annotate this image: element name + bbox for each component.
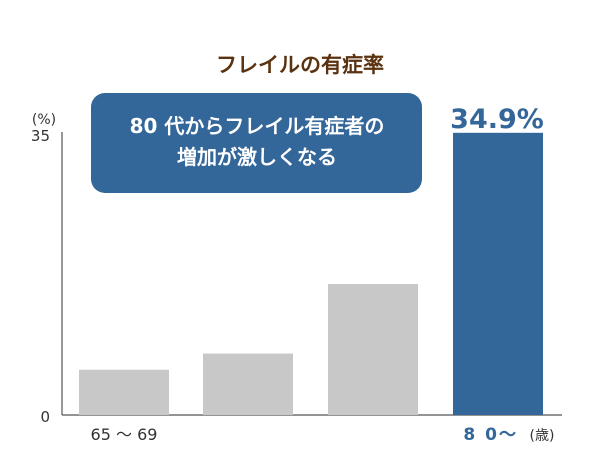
x-tick-label-first: 65 〜 69 (91, 425, 158, 444)
x-axis-unit: (歳) (530, 428, 555, 444)
bar-4 (453, 132, 543, 415)
bar-3 (328, 284, 418, 415)
chart-title: フレイルの有症率 (216, 53, 384, 77)
callout-line-2: 増加が激しくなる (177, 145, 337, 169)
highlight-value-label: 34.9% (450, 104, 544, 135)
y-axis-unit: (%) (32, 112, 56, 128)
x-tick-label-last: 8 0〜 (463, 425, 518, 445)
bar-2 (203, 353, 293, 415)
y-tick-label-zero: 0 (40, 408, 50, 426)
callout-line-1: 80 代からフレイル有症者の (130, 114, 385, 138)
bars-group (79, 132, 543, 415)
callout-box (91, 93, 422, 193)
y-tick-label-max: 35 (31, 127, 50, 145)
bar-1 (79, 369, 169, 415)
